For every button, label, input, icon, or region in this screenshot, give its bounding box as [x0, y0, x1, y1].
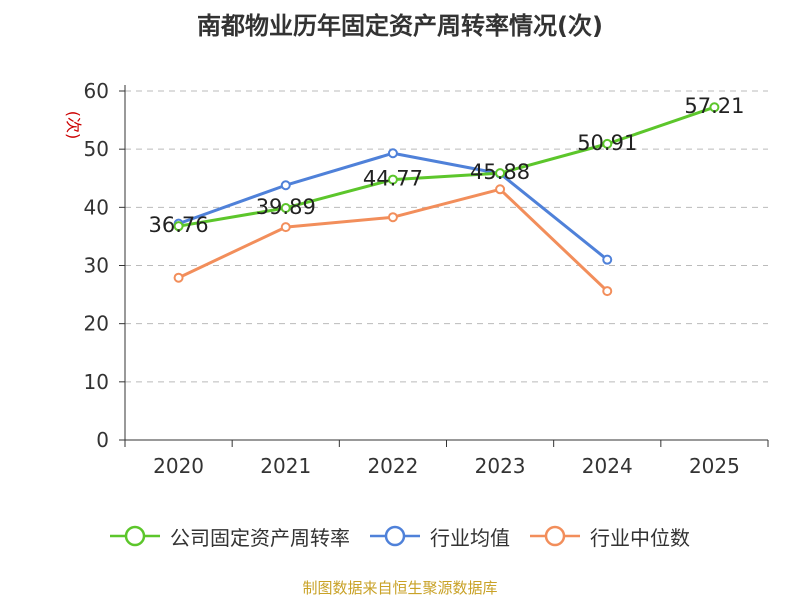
- legend-item-industry-mean[interactable]: 行业均值: [370, 522, 510, 551]
- point-s0-2025: [709, 102, 720, 113]
- point-s2-2023: [495, 184, 506, 195]
- point-s2-2020: [173, 272, 184, 283]
- axes: 0 10 20 30 40 50 60 2020 2021 2022 2023 2024 2025 (次): [64, 79, 769, 478]
- y-tick-label-20: 20: [84, 312, 109, 336]
- point-s0-2020: [173, 221, 184, 232]
- x-tick-label-2020: 2020: [153, 454, 204, 478]
- point-s0-2023: [495, 168, 506, 179]
- point-s2-2022: [387, 212, 398, 223]
- y-tick-label-0: 0: [96, 428, 109, 452]
- series-lines: [173, 102, 720, 297]
- data-label-2022: 44.77: [363, 167, 423, 191]
- point-s1-2021: [280, 180, 291, 191]
- data-label-2025: 57.21: [684, 94, 744, 118]
- data-label-2020: 36.76: [149, 213, 209, 237]
- series-line-0: [178, 105, 715, 228]
- y-tick-label-30: 30: [84, 254, 109, 278]
- data-label-2021: 39.89: [256, 195, 316, 219]
- y-tick-label-50: 50: [84, 137, 109, 161]
- data-labels: 36.76 39.89 44.77 45.88 50.91 57.21: [149, 94, 745, 237]
- y-tick-label-60: 60: [84, 79, 109, 103]
- legend-label-industry-median: 行业中位数: [590, 525, 690, 550]
- point-s0-2024: [602, 138, 613, 149]
- x-tick-label-2024: 2024: [582, 454, 633, 478]
- x-tick-label-2023: 2023: [475, 454, 526, 478]
- data-label-2024: 50.91: [577, 131, 637, 155]
- y-tick-label-40: 40: [84, 195, 109, 219]
- x-tick-label-2021: 2021: [260, 454, 311, 478]
- x-tick-label-2025: 2025: [689, 454, 740, 478]
- point-s2-2024: [602, 286, 613, 297]
- grid-lines: [125, 90, 768, 383]
- legend-item-industry-median[interactable]: 行业中位数: [530, 522, 690, 551]
- legend-line-icon-company: [110, 525, 160, 547]
- legend-line-icon-industry-mean: [370, 525, 420, 547]
- y-axis-unit-label: (次): [64, 111, 83, 140]
- legend-item-company[interactable]: 公司固定资产周转率: [110, 522, 350, 551]
- point-s2-2021: [280, 222, 291, 233]
- data-label-2023: 45.88: [470, 160, 530, 184]
- point-s1-2024: [602, 254, 613, 265]
- point-s0-2021: [280, 202, 291, 213]
- legend-label-company: 公司固定资产周转率: [170, 525, 350, 550]
- x-tick-label-2022: 2022: [367, 454, 418, 478]
- source-note: 制图数据来自恒生聚源数据库: [302, 579, 498, 597]
- chart-title: 南都物业历年固定资产周转率情况(次): [197, 12, 603, 40]
- legend-line-icon-industry-median: [530, 525, 580, 547]
- legend-label-industry-mean: 行业均值: [430, 525, 510, 550]
- y-tick-label-10: 10: [84, 370, 109, 394]
- point-s1-2022: [387, 148, 398, 159]
- legend: 公司固定资产周转率 行业均值 行业中位数: [0, 518, 800, 554]
- point-s0-2022: [387, 174, 398, 185]
- series-line-2: [177, 187, 609, 293]
